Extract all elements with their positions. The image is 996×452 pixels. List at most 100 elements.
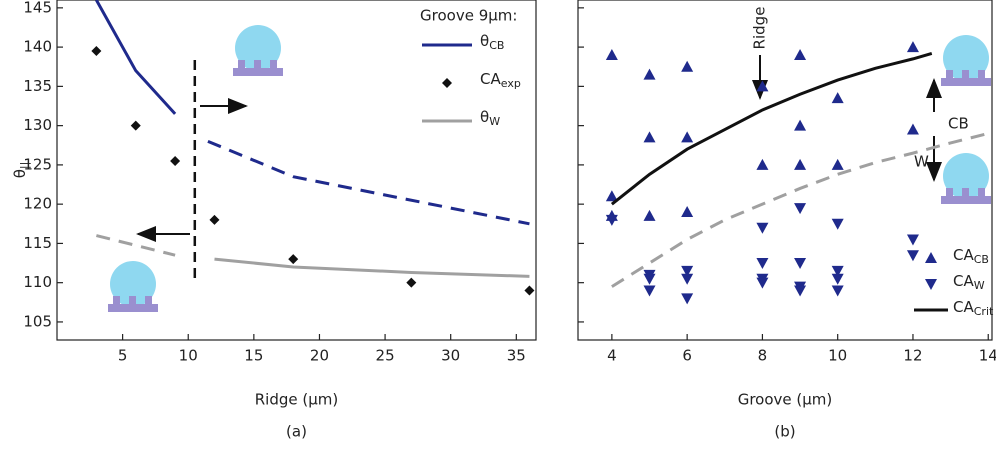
x-tick-label: 8 [758, 347, 768, 365]
droplet-icon [941, 153, 991, 204]
diamond-marker [170, 155, 181, 166]
triangle-down-marker [831, 218, 844, 230]
y-title: θ [11, 169, 29, 178]
x-tick-label: 35 [507, 347, 526, 365]
triangle-down-marker [925, 279, 937, 290]
name-sub: exp [501, 77, 521, 90]
name-sub: CB [489, 39, 504, 52]
name-sub: CB [974, 253, 989, 266]
triangle-up-marker [794, 48, 807, 60]
y-title-sub: || [18, 162, 31, 169]
legend-label: θCB [480, 32, 504, 53]
triangle-up-marker [681, 131, 694, 143]
y-tick-label: 140 [23, 38, 52, 56]
diamond-marker [442, 78, 452, 88]
x-tick-label: 6 [682, 347, 692, 365]
name-sub: W [974, 279, 985, 292]
plot-frame [577, 0, 993, 341]
triangle-down-marker [756, 258, 769, 270]
triangle-up-marker [906, 41, 919, 53]
name-sub: W [489, 115, 500, 128]
triangle-up-marker [643, 209, 656, 221]
legend-label: θW [480, 108, 500, 129]
plot-area [605, 41, 989, 305]
name-sub: Crit [974, 305, 994, 318]
triangle-down-marker [906, 234, 919, 246]
legend-label: CAexp [480, 70, 521, 91]
triangle-up-marker [643, 131, 656, 143]
triangle-down-marker [794, 285, 807, 297]
legend-label: CAW [953, 272, 985, 293]
triangle-down-marker [794, 203, 807, 215]
panel-label: (b) [774, 423, 795, 441]
triangle-down-marker [906, 250, 919, 262]
y-tick-label: 145 [23, 0, 52, 16]
name: CA [953, 272, 974, 290]
x-tick-label: 30 [441, 347, 460, 365]
x-axis-title: Ridge (μm) [255, 391, 339, 409]
triangle-down-marker [605, 214, 618, 226]
series-line [611, 132, 989, 288]
annotation: Ridge [751, 7, 769, 50]
triangle-down-marker [831, 265, 844, 277]
name: CA [480, 70, 501, 88]
annotation: W [914, 153, 929, 171]
x-tick-label: 14 [979, 347, 996, 365]
triangle-up-marker [681, 60, 694, 72]
x-tick-label: 4 [607, 347, 617, 365]
plot-area [91, 0, 535, 296]
y-tick-label: 115 [23, 234, 52, 252]
y-tick-label: 125 [23, 155, 52, 173]
panel-label: (a) [286, 423, 307, 441]
plot-frame [56, 0, 537, 341]
x-tick-label: 25 [376, 347, 395, 365]
name: CA [953, 298, 974, 316]
y-tick-label: 135 [23, 77, 52, 95]
y-axis-title: θ|| [11, 162, 32, 179]
x-axis-title: Groove (μm) [738, 391, 833, 409]
legend-title: Groove 9μm: [420, 7, 517, 25]
droplet-icon [233, 25, 283, 76]
triangle-down-marker [681, 265, 694, 277]
x-tick-label: 15 [244, 347, 263, 365]
triangle-up-marker [681, 206, 694, 218]
triangle-down-marker [643, 285, 656, 297]
triangle-down-marker [831, 285, 844, 297]
series-line [214, 257, 530, 278]
triangle-up-marker [794, 119, 807, 131]
legend-label: CACB [953, 246, 989, 267]
triangle-up-marker [906, 123, 919, 135]
x-tick-label: 10 [828, 347, 847, 365]
triangle-up-marker [756, 158, 769, 170]
name: θ [480, 108, 489, 126]
triangle-up-marker [605, 190, 618, 202]
droplet-icon [108, 261, 158, 312]
triangle-down-marker [756, 222, 769, 234]
triangle-up-marker [605, 48, 618, 60]
triangle-down-marker [794, 258, 807, 270]
y-tick-label: 120 [23, 195, 52, 213]
triangle-up-marker [794, 158, 807, 170]
name: CA [953, 246, 974, 264]
diamond-marker [91, 46, 102, 57]
diamond-marker [406, 277, 417, 288]
legend-label: CACrit [953, 298, 994, 319]
triangle-down-marker [643, 273, 656, 285]
y-tick-label: 110 [23, 273, 52, 291]
series-line [96, 234, 176, 257]
diamond-marker [524, 285, 535, 296]
x-tick-label: 5 [118, 347, 128, 365]
series-line [610, 51, 933, 206]
triangle-down-marker [756, 277, 769, 289]
triangle-up-marker [925, 252, 937, 263]
droplet-icon [941, 35, 991, 86]
triangle-up-marker [831, 158, 844, 170]
triangle-down-marker [831, 273, 844, 285]
triangle-down-marker [681, 293, 694, 305]
diamond-marker [130, 120, 141, 131]
x-tick-label: 20 [310, 347, 329, 365]
triangle-down-marker [681, 273, 694, 285]
x-tick-label: 10 [179, 347, 198, 365]
y-tick-label: 130 [23, 116, 52, 134]
